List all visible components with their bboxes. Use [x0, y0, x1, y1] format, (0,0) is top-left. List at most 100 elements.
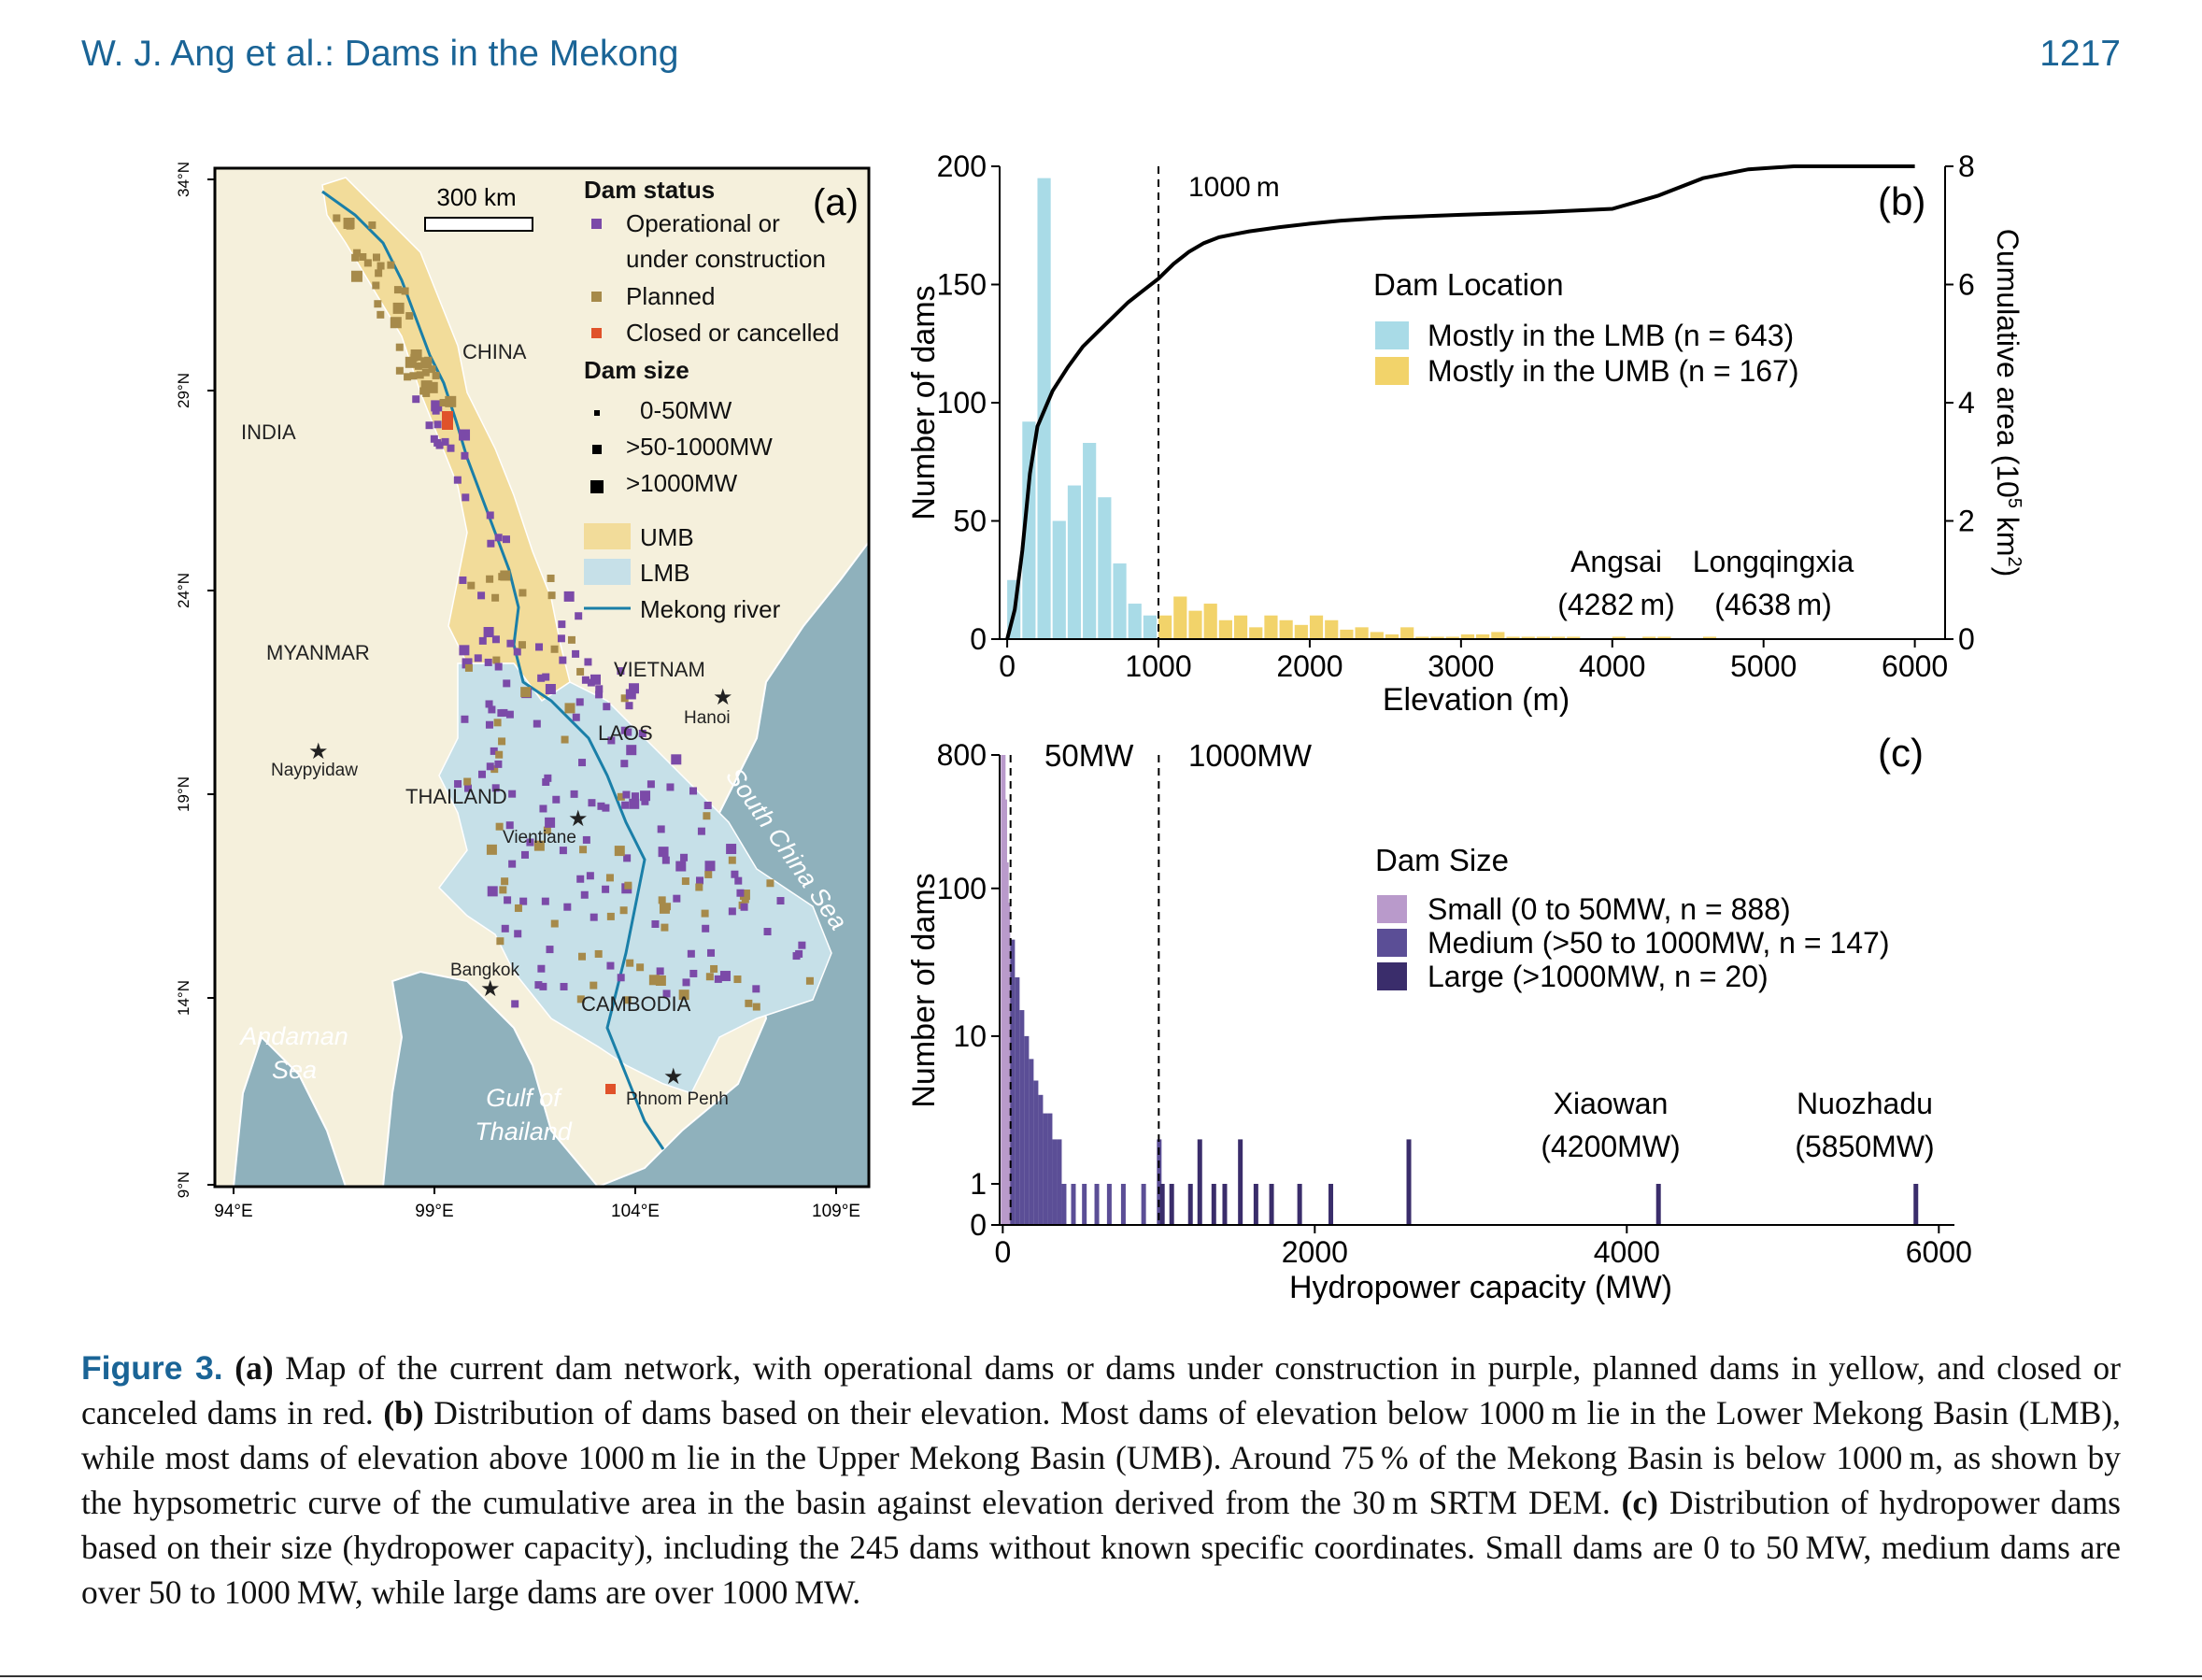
dam-marker: [666, 783, 675, 791]
legend-swatch-lmb: [584, 559, 631, 585]
c-x-ticks: 0 2000 4000 6000: [994, 1225, 1972, 1269]
dam-marker: [372, 281, 380, 290]
b-x-tick-label: 4000: [1579, 649, 1645, 683]
elevation-bar: [1385, 634, 1399, 639]
caption-a-text: Map of the current dam network, with ope…: [81, 1349, 2121, 1431]
dam-marker: [629, 798, 640, 809]
dam-marker: [508, 790, 517, 798]
dam-marker: [464, 663, 473, 672]
ann-nuozhadu-value: (5850MW): [1795, 1130, 1934, 1163]
dam-marker: [704, 861, 716, 872]
dam-marker: [462, 493, 470, 502]
dam-marker: [572, 713, 580, 721]
b-x-tick-label: 0: [999, 649, 1016, 683]
dam-marker: [689, 969, 698, 977]
sea-gulf-2: Thailand: [475, 1118, 573, 1146]
legend-operational-2: under construction: [626, 245, 826, 273]
dam-marker: [602, 885, 610, 893]
dam-marker: [662, 989, 671, 998]
dam-marker: [675, 861, 687, 872]
c-x-tick-label: 4000: [1594, 1235, 1660, 1269]
lat-label: 24°N: [175, 573, 192, 608]
legend-size-medium: >50-1000MW: [626, 433, 773, 461]
b-x-tick-label: 2000: [1276, 649, 1343, 683]
dam-marker: [636, 963, 645, 972]
capital-star-icon: ★: [568, 806, 589, 832]
panel-label-b: (b): [1878, 179, 1925, 223]
lat-label: 29°N: [175, 373, 192, 408]
elevation-bar: [1113, 563, 1127, 639]
ann-longqingxia: Longqingxia: [1693, 545, 1854, 578]
capacity-bar: [1655, 1184, 1661, 1225]
caption-b-text: Distribution of dams based on their elev…: [81, 1394, 2122, 1521]
dam-marker: [508, 860, 517, 868]
dam-marker: [663, 903, 672, 911]
dam-marker: [671, 754, 682, 765]
dam-marker: [511, 1000, 519, 1008]
dam-marker: [539, 804, 547, 813]
dam-marker: [368, 221, 376, 229]
dam-marker: [701, 909, 709, 918]
capacity-bar: [1010, 939, 1016, 1225]
dam-marker: [581, 676, 590, 684]
dam-marker: [501, 877, 509, 886]
dam-marker: [572, 649, 580, 658]
dam-marker: [658, 896, 666, 904]
dam-marker: [594, 949, 603, 958]
capacity-bar: [1029, 1059, 1034, 1225]
label-china: CHINA: [462, 340, 527, 363]
c-x-label: Hydropower capacity (MW): [1289, 1270, 1672, 1305]
dam-marker: [486, 844, 497, 855]
dam-marker: [728, 907, 736, 916]
elevation-bar: [1370, 632, 1384, 639]
city-hanoi: Hanoi: [684, 708, 731, 728]
dam-marker: [590, 674, 601, 685]
capital-star-icon: ★: [663, 1064, 684, 1089]
elevation-bar: [1552, 636, 1566, 639]
b-x-tick-label: 5000: [1730, 649, 1797, 683]
dam-marker: [552, 795, 561, 804]
dam-marker: [488, 705, 496, 714]
dam-marker: [376, 262, 385, 270]
dam-marker: [498, 737, 506, 746]
caption-label: Figure 3.: [81, 1349, 223, 1387]
dam-marker: [433, 420, 442, 429]
label-india: INDIA: [241, 420, 296, 444]
elevation-bar: [1128, 604, 1142, 639]
b-y2-tick-label: 4: [1958, 386, 1975, 420]
dam-marker: [640, 790, 651, 802]
dam-marker: [374, 300, 382, 308]
c-x-tick-label: 2000: [1282, 1235, 1348, 1269]
dam-marker: [486, 511, 494, 520]
elevation-bar: [1491, 632, 1505, 639]
dam-marker: [719, 971, 731, 982]
dam-marker: [376, 310, 385, 319]
ann-xiaowan-value: (4200MW): [1541, 1130, 1680, 1163]
dam-marker: [350, 270, 362, 282]
legend-swatch-operational: [591, 219, 602, 229]
legend-size-large-marker: [590, 480, 604, 493]
elevation-bar: [1536, 636, 1551, 639]
dam-marker: [459, 429, 471, 441]
dam-marker: [505, 710, 514, 719]
capacity-bars: [1001, 755, 1919, 1225]
dam-marker: [689, 787, 698, 795]
elevation-bar: [1400, 627, 1414, 639]
dam-marker: [584, 658, 592, 666]
legend-umb: UMB: [640, 523, 694, 551]
dam-marker: [617, 667, 625, 676]
b-x-ticks: 0 1000 2000 3000 4000 5000 6000: [999, 639, 1948, 683]
legend-status-title: Dam status: [584, 176, 715, 204]
elevation-bar: [1702, 636, 1717, 639]
dam-marker: [798, 941, 806, 949]
dam-marker: [687, 949, 695, 958]
dam-marker: [461, 715, 469, 723]
dam-marker: [619, 906, 628, 915]
dam-marker: [570, 790, 578, 798]
latitude-axis: 34°N 29°N 24°N 19°N 14°N 9°N: [175, 162, 215, 1198]
b-y2-tick-label: 2: [1958, 505, 1975, 538]
running-header-title: W. J. Ang et al.: Dams in the Mekong: [81, 34, 679, 74]
dam-marker: [641, 797, 649, 805]
b-legend-swatch-umb: [1375, 357, 1409, 385]
dam-marker: [363, 259, 372, 267]
